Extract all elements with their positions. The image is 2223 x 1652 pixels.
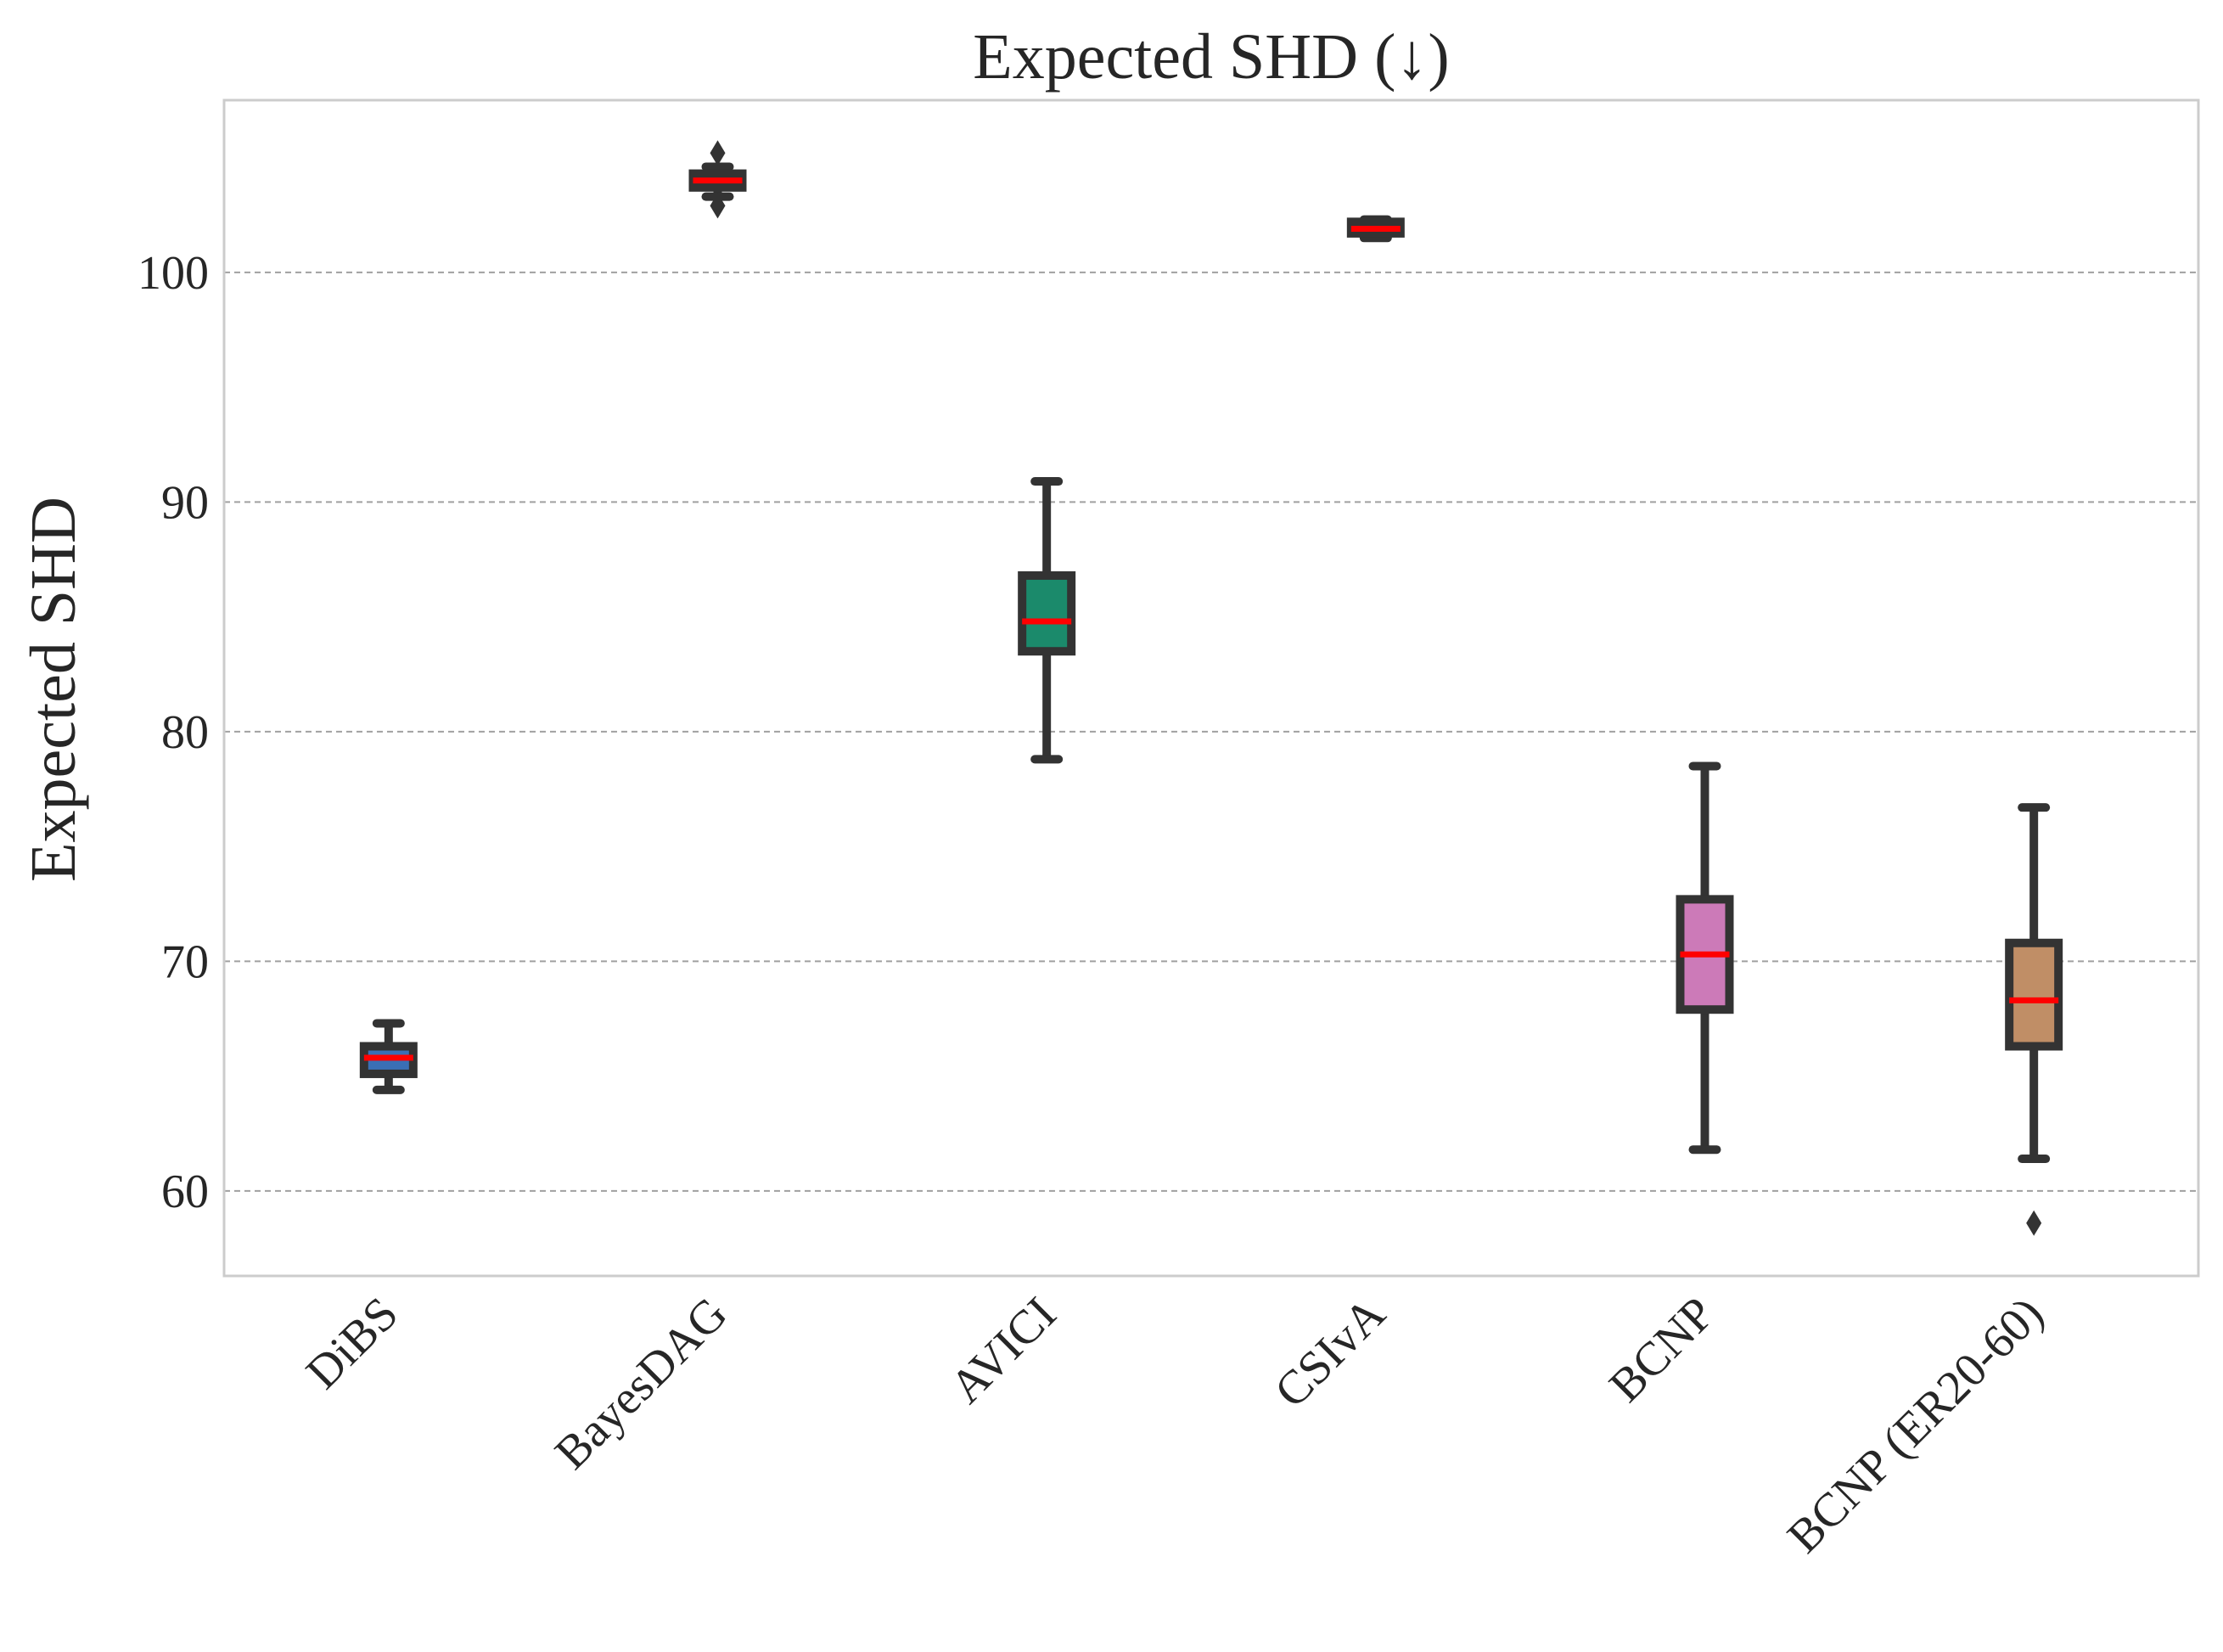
- box-group: [1018, 477, 1076, 764]
- x-tick-label: BCNP (ER20-60): [1777, 1287, 2053, 1563]
- outlier-point: [710, 193, 726, 219]
- y-tick-labels: 60 70 80 90 100: [138, 247, 209, 1218]
- outlier-point: [710, 140, 726, 166]
- plot-frame: [222, 98, 2200, 1278]
- box-group: [1346, 215, 1405, 243]
- chart-title: Expected SHD (↓): [973, 21, 1449, 93]
- y-tick-label: 100: [138, 247, 209, 300]
- y-axis-label: Expected SHD: [18, 497, 89, 882]
- grid-lines: [224, 271, 2198, 1192]
- x-tick-label: BayesDAG: [545, 1287, 737, 1479]
- y-tick-label: 70: [161, 936, 209, 988]
- box-group: [2005, 803, 2063, 1236]
- box-group: [359, 1019, 418, 1094]
- x-tick-label: CSIvA: [1265, 1287, 1395, 1418]
- y-tick-label: 90: [161, 476, 209, 529]
- boxes: [359, 140, 2063, 1236]
- box-group: [688, 140, 747, 219]
- x-tick-labels: DiBS BayesDAG AVICI CSIvA BCNP BCNP (ER20-60): [296, 1287, 2053, 1563]
- box-group: [1676, 761, 1734, 1155]
- x-tick-label: DiBS: [296, 1287, 408, 1399]
- x-tick-label: AVICI: [940, 1287, 1067, 1413]
- box-iqr: [1018, 570, 1076, 656]
- y-tick-label: 80: [161, 706, 209, 759]
- x-tick-label: BCNP: [1599, 1287, 1724, 1412]
- box-iqr: [2005, 938, 2063, 1051]
- y-tick-label: 60: [161, 1166, 209, 1218]
- outlier-point: [2026, 1210, 2042, 1236]
